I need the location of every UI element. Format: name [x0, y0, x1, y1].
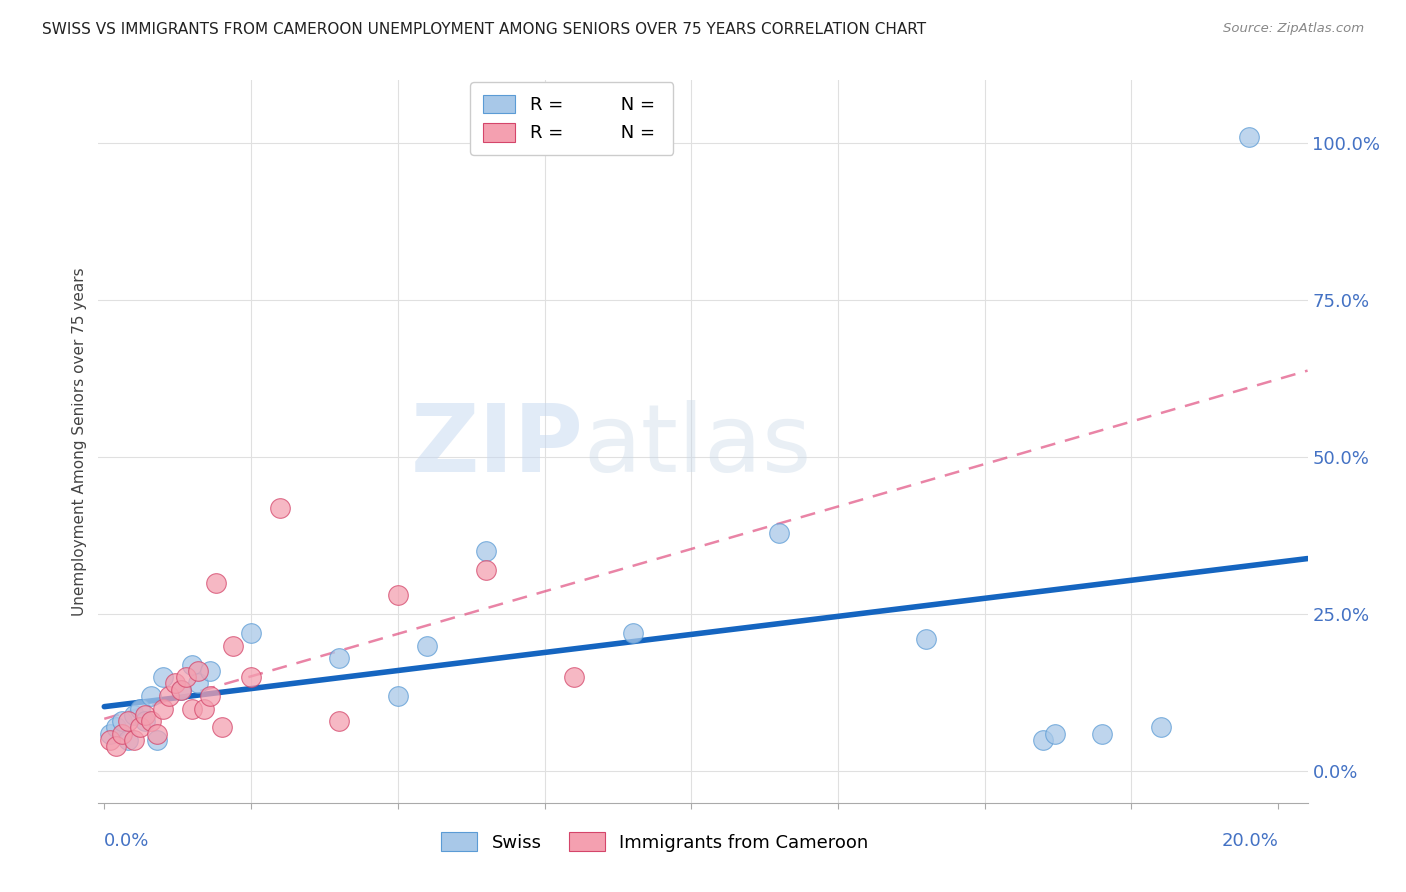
- Text: 0.0%: 0.0%: [104, 831, 149, 850]
- Point: [193, 701, 215, 715]
- Point: [1150, 720, 1173, 734]
- Point: [198, 664, 221, 678]
- Point: [187, 676, 209, 690]
- Point: [915, 632, 938, 647]
- Point: [98, 733, 121, 747]
- Legend: Swiss, Immigrants from Cameroon: Swiss, Immigrants from Cameroon: [433, 825, 876, 859]
- Point: [416, 639, 439, 653]
- Point: [163, 676, 186, 690]
- Point: [134, 714, 156, 728]
- Point: [122, 733, 145, 747]
- Point: [387, 589, 409, 603]
- Point: [134, 707, 156, 722]
- Point: [562, 670, 585, 684]
- Point: [621, 626, 644, 640]
- Point: [211, 720, 233, 734]
- Point: [111, 727, 134, 741]
- Point: [187, 664, 209, 678]
- Text: SWISS VS IMMIGRANTS FROM CAMEROON UNEMPLOYMENT AMONG SENIORS OVER 75 YEARS CORRE: SWISS VS IMMIGRANTS FROM CAMEROON UNEMPL…: [42, 22, 927, 37]
- Point: [152, 701, 174, 715]
- Point: [111, 714, 134, 728]
- Point: [1032, 733, 1054, 747]
- Point: [128, 701, 150, 715]
- Point: [146, 733, 169, 747]
- Point: [475, 563, 498, 577]
- Text: 20.0%: 20.0%: [1222, 831, 1278, 850]
- Point: [1091, 727, 1114, 741]
- Y-axis label: Unemployment Among Seniors over 75 years: Unemployment Among Seniors over 75 years: [72, 268, 87, 615]
- Text: 28: 28: [652, 128, 675, 145]
- Point: [146, 727, 169, 741]
- Point: [122, 707, 145, 722]
- Point: [387, 689, 409, 703]
- Point: [105, 739, 128, 754]
- Point: [117, 733, 139, 747]
- Point: [141, 689, 163, 703]
- Point: [328, 651, 350, 665]
- Point: [128, 720, 150, 734]
- Point: [169, 682, 191, 697]
- Point: [181, 657, 204, 672]
- Point: [152, 670, 174, 684]
- Point: [1043, 727, 1066, 741]
- Point: [169, 682, 191, 697]
- Point: [176, 670, 198, 684]
- Point: [198, 689, 221, 703]
- Point: [269, 500, 291, 515]
- Point: [240, 670, 263, 684]
- Point: [141, 714, 163, 728]
- Point: [181, 701, 204, 715]
- Point: [204, 575, 226, 590]
- Point: [105, 720, 128, 734]
- Point: [475, 544, 498, 558]
- Point: [222, 639, 245, 653]
- Text: atlas: atlas: [583, 400, 811, 492]
- Point: [328, 714, 350, 728]
- Text: Source: ZipAtlas.com: Source: ZipAtlas.com: [1223, 22, 1364, 36]
- Point: [98, 727, 121, 741]
- Point: [157, 689, 180, 703]
- Text: ZIP: ZIP: [411, 400, 583, 492]
- Text: 0.383: 0.383: [564, 128, 616, 145]
- Point: [768, 525, 790, 540]
- Point: [1237, 129, 1260, 144]
- Text: 0.317: 0.317: [564, 98, 616, 116]
- Text: 22: 22: [652, 98, 675, 116]
- Point: [240, 626, 263, 640]
- Point: [117, 714, 139, 728]
